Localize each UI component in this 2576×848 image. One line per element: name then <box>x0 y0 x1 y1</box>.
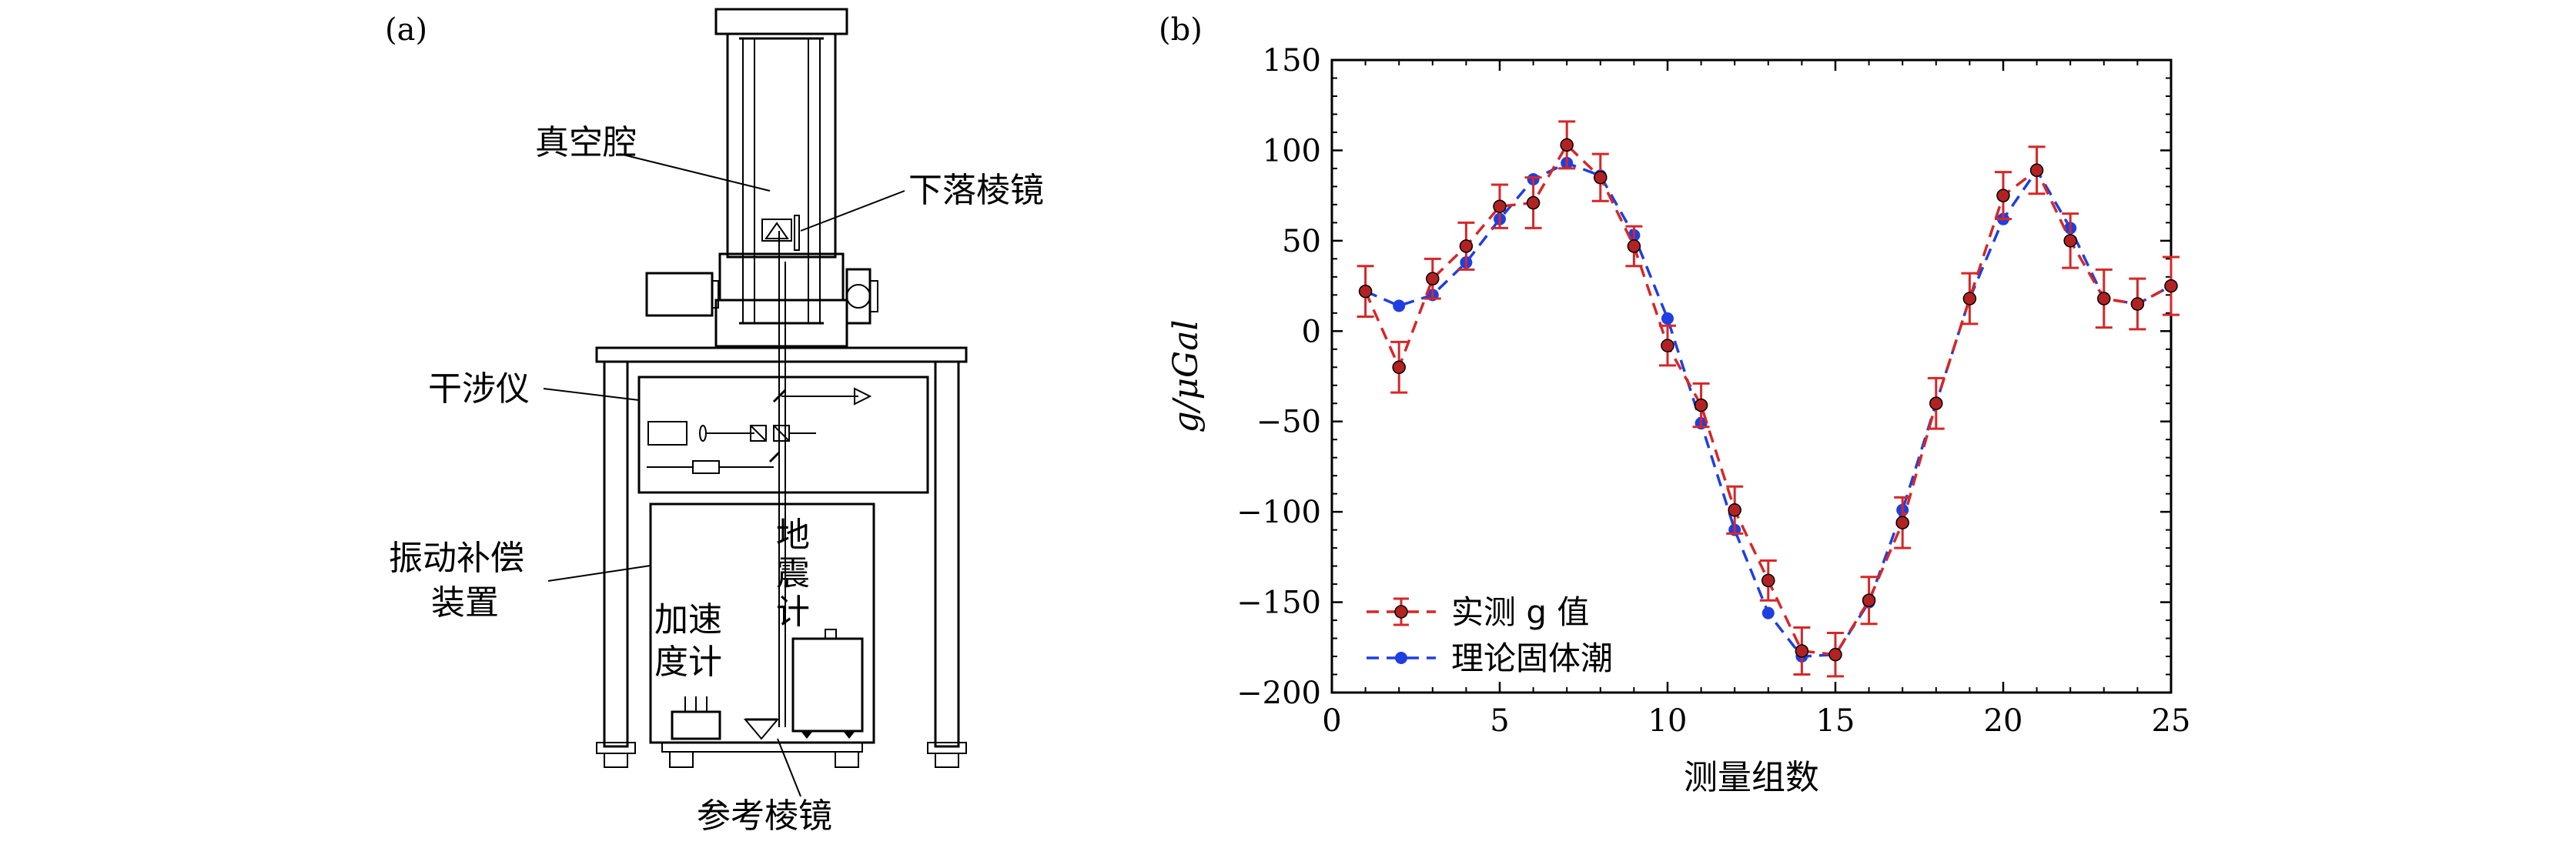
label-vibration-line1: 振动补偿 <box>389 539 524 578</box>
measured-point <box>1996 189 2010 202</box>
y-tick-label: −200 <box>1236 676 1321 711</box>
y-tick-label: −150 <box>1236 586 1321 621</box>
measured-point <box>2029 163 2044 178</box>
vacuum-chamber-drawing <box>645 8 878 348</box>
measured-point <box>2063 234 2077 248</box>
legend-label-theory: 理论固体潮 <box>1451 639 1613 677</box>
x-axis-label: 测量组数 <box>1684 758 1819 797</box>
label-seismometer-char1: 地 <box>776 516 810 555</box>
measured-point <box>1929 396 1943 410</box>
legend: 实测 g 值 理论固体潮 <box>1367 593 1613 677</box>
y-tick-label: 100 <box>1263 133 1321 169</box>
y-tick-label: 150 <box>1263 43 1321 78</box>
measured-point <box>2130 297 2145 311</box>
plot-frame <box>1330 58 2173 694</box>
measured-point <box>1526 195 1541 210</box>
y-tick-label: −50 <box>1256 405 1321 440</box>
measured-point <box>1962 292 1977 305</box>
panel-a-schematic: (a) <box>385 8 1044 836</box>
panel-b-letter: (b) <box>1159 12 1203 48</box>
measured-point <box>1358 284 1373 299</box>
table-top <box>595 346 968 363</box>
measured-point <box>1862 593 1876 607</box>
panel-b-chart: (b) 0 5 10 15 20 25 −200−150−100−50050100150 … <box>1159 12 2190 797</box>
x-tick-label: 20 <box>1984 703 2023 739</box>
measured-point <box>2164 279 2178 293</box>
label-seismometer-char2: 震 <box>776 554 810 593</box>
table-legs <box>596 360 967 768</box>
x-tick-label: 25 <box>2152 703 2191 739</box>
measured-point <box>1761 573 1775 588</box>
series-measured <box>1357 120 2180 678</box>
y-tick-label: −100 <box>1236 495 1321 530</box>
measured-point <box>1694 398 1708 412</box>
measured-point <box>2097 292 2111 305</box>
legend-label-measured: 实测 g 值 <box>1451 593 1589 631</box>
measured-point <box>1728 503 1741 517</box>
measured-point <box>1627 239 1641 253</box>
label-interferometer: 干涉仪 <box>428 369 530 409</box>
label-vacuum-chamber: 真空腔 <box>535 123 637 162</box>
label-accelerometer-line2: 度计 <box>654 643 722 682</box>
panel-a-letter: (a) <box>385 12 427 48</box>
x-axis-ticks: 0 5 10 15 20 25 <box>1322 60 2190 739</box>
y-tick-label: 50 <box>1282 224 1321 259</box>
y-axis-ticks: −200 −150 −100 −50 0 50 100 150 <box>1236 43 2171 711</box>
measured-point <box>1493 199 1507 213</box>
x-tick-label: 10 <box>1648 703 1688 739</box>
measured-point <box>1828 647 1842 662</box>
theory-point <box>1761 606 1775 619</box>
y-axis-label: g/μGal <box>1166 319 1206 432</box>
label-vibration-line2: 装置 <box>431 583 499 623</box>
label-seismometer-char3: 计 <box>776 593 810 632</box>
measured-point <box>1594 170 1607 185</box>
x-tick-label: 15 <box>1816 703 1855 739</box>
label-reference-prism: 参考棱镜 <box>697 796 832 836</box>
legend-item-theory: 理论固体潮 <box>1367 639 1613 677</box>
measured-point <box>1560 138 1574 152</box>
measured-point <box>1426 272 1440 285</box>
legend-item-measured: 实测 g 值 <box>1367 593 1589 631</box>
measured-point <box>1392 360 1406 375</box>
measured-point <box>1795 644 1809 658</box>
vibration-compensation-drawing <box>649 502 875 768</box>
theory-point <box>1393 299 1406 312</box>
theory-point <box>1661 312 1674 325</box>
label-falling-prism: 下落棱镜 <box>908 171 1044 210</box>
measured-point <box>1459 239 1474 253</box>
measured-point <box>1661 339 1674 352</box>
x-tick-label: 0 <box>1322 703 1341 739</box>
x-tick-label: 5 <box>1490 703 1509 739</box>
y-tick-label: 0 <box>1302 314 1321 349</box>
measured-point <box>1895 516 1909 529</box>
label-accelerometer-line1: 加速 <box>654 600 722 639</box>
interferometer-drawing <box>637 376 929 494</box>
